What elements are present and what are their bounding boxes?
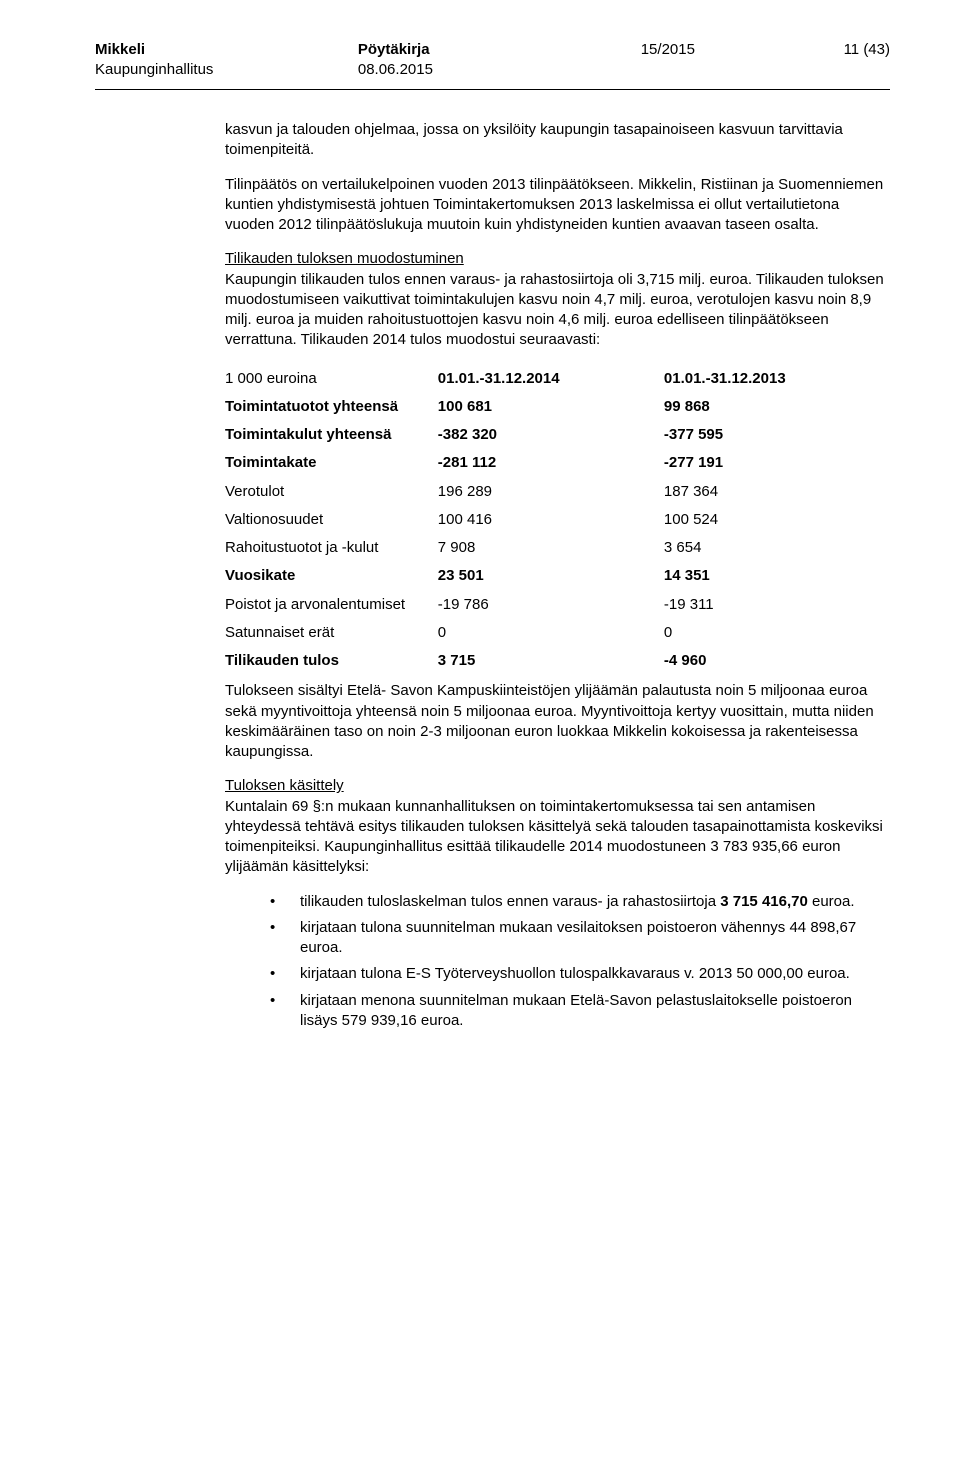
section1-heading: Tilikauden tuloksen muodostuminen xyxy=(225,250,464,267)
row-val2: 3 654 xyxy=(664,534,890,562)
row-val1: -19 786 xyxy=(438,591,664,619)
table-row: Valtionosuudet 100 416 100 524 xyxy=(225,506,890,534)
table-header-col1: 01.01.-31.12.2014 xyxy=(438,365,664,393)
section-result-formation: Tilikauden tuloksen muodostuminen Kaupun… xyxy=(225,249,890,350)
table-header-row: 1 000 euroina 01.01.-31.12.2014 01.01.-3… xyxy=(225,365,890,393)
row-val2: 14 351 xyxy=(664,562,890,590)
table-row: Tilikauden tulos 3 715 -4 960 xyxy=(225,647,890,675)
row-val2: 0 xyxy=(664,619,890,647)
row-label: Toimintatuotot yhteensä xyxy=(225,393,438,421)
intro-paragraph-2: Tilinpäätös on vertailukelpoinen vuoden … xyxy=(225,175,890,236)
row-val1: 100 416 xyxy=(438,506,664,534)
header-divider xyxy=(95,89,890,90)
row-val2: -19 311 xyxy=(664,591,890,619)
doc-date: 08.06.2015 xyxy=(358,60,561,80)
list-item: kirjataan menona suunnitelman mukaan Ete… xyxy=(270,991,890,1032)
row-val2: -277 191 xyxy=(664,449,890,477)
page-count: 11 (43) xyxy=(844,40,890,60)
section2-body: Kuntalain 69 §:n mukaan kunnanhallitukse… xyxy=(225,798,883,876)
row-val1: 23 501 xyxy=(438,562,664,590)
row-val1: 196 289 xyxy=(438,478,664,506)
bullet1-post: euroa. xyxy=(812,893,855,910)
row-label: Verotulot xyxy=(225,478,438,506)
header-docnumber: 15/2015 xyxy=(561,40,844,79)
row-val1: 100 681 xyxy=(438,393,664,421)
page-header: Mikkeli Kaupunginhallitus Pöytäkirja 08.… xyxy=(95,40,890,79)
financial-table: 1 000 euroina 01.01.-31.12.2014 01.01.-3… xyxy=(225,365,890,676)
row-label: Vuosikate xyxy=(225,562,438,590)
after-table-paragraph: Tulokseen sisältyi Etelä- Savon Kampuski… xyxy=(225,681,890,762)
row-val2: 187 364 xyxy=(664,478,890,506)
intro-paragraph-1: kasvun ja talouden ohjelmaa, jossa on yk… xyxy=(225,120,890,161)
row-val1: -382 320 xyxy=(438,421,664,449)
bullet1-bold: 3 715 416,70 xyxy=(720,893,812,910)
table-row: Vuosikate 23 501 14 351 xyxy=(225,562,890,590)
row-val2: -377 595 xyxy=(664,421,890,449)
section2-heading: Tuloksen käsittely xyxy=(225,777,344,794)
row-val1: 0 xyxy=(438,619,664,647)
row-val1: 7 908 xyxy=(438,534,664,562)
table-header-col2: 01.01.-31.12.2013 xyxy=(664,365,890,393)
table-row: Verotulot 196 289 187 364 xyxy=(225,478,890,506)
row-val2: 100 524 xyxy=(664,506,890,534)
table-header-label: 1 000 euroina xyxy=(225,365,438,393)
row-val1: -281 112 xyxy=(438,449,664,477)
page-container: Mikkeli Kaupunginhallitus Pöytäkirja 08.… xyxy=(0,0,960,1097)
row-label: Tilikauden tulos xyxy=(225,647,438,675)
row-label: Poistot ja arvonalentumiset xyxy=(225,591,438,619)
header-org: Mikkeli Kaupunginhallitus xyxy=(95,40,298,79)
row-label: Satunnaiset erät xyxy=(225,619,438,647)
doc-type: Pöytäkirja xyxy=(358,40,561,60)
row-val1: 3 715 xyxy=(438,647,664,675)
row-label: Toimintakate xyxy=(225,449,438,477)
list-item: kirjataan tulona suunnitelman mukaan ves… xyxy=(270,918,890,959)
org-subunit: Kaupunginhallitus xyxy=(95,60,298,80)
row-label: Toimintakulut yhteensä xyxy=(225,421,438,449)
handling-bullet-list: tilikauden tuloslaskelman tulos ennen va… xyxy=(225,892,890,1032)
list-item: tilikauden tuloslaskelman tulos ennen va… xyxy=(270,892,890,912)
table-row: Toimintakate -281 112 -277 191 xyxy=(225,449,890,477)
header-pageinfo: 11 (43) xyxy=(844,40,890,79)
section1-body: Kaupungin tilikauden tulos ennen varaus-… xyxy=(225,271,884,349)
doc-number: 15/2015 xyxy=(641,40,844,60)
document-body: kasvun ja talouden ohjelmaa, jossa on yk… xyxy=(95,120,890,1031)
section-result-handling: Tuloksen käsittely Kuntalain 69 §:n muka… xyxy=(225,776,890,877)
row-val2: 99 868 xyxy=(664,393,890,421)
table-row: Satunnaiset erät 0 0 xyxy=(225,619,890,647)
table-row: Toimintakulut yhteensä -382 320 -377 595 xyxy=(225,421,890,449)
org-name: Mikkeli xyxy=(95,40,298,60)
header-doctype: Pöytäkirja 08.06.2015 xyxy=(298,40,561,79)
table-row: Poistot ja arvonalentumiset -19 786 -19 … xyxy=(225,591,890,619)
table-row: Rahoitustuotot ja -kulut 7 908 3 654 xyxy=(225,534,890,562)
table-row: Toimintatuotot yhteensä 100 681 99 868 xyxy=(225,393,890,421)
bullet1-pre: tilikauden tuloslaskelman tulos ennen va… xyxy=(300,893,720,910)
list-item: kirjataan tulona E-S Työterveyshuollon t… xyxy=(270,964,890,984)
row-label: Valtionosuudet xyxy=(225,506,438,534)
row-label: Rahoitustuotot ja -kulut xyxy=(225,534,438,562)
row-val2: -4 960 xyxy=(664,647,890,675)
